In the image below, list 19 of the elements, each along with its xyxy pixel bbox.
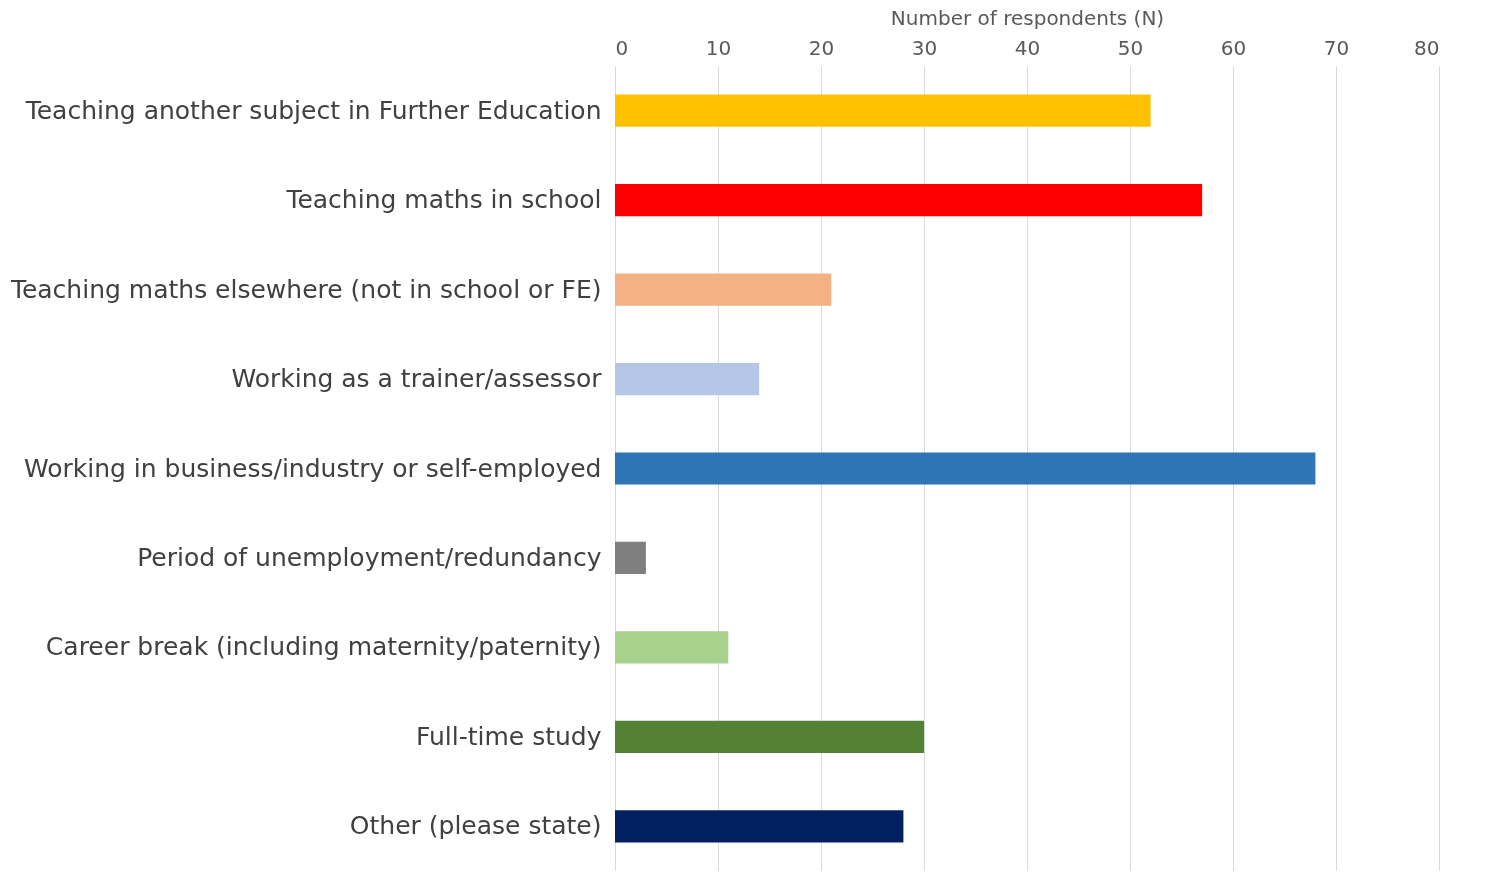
y-tick-label: Working in business/industry or self-employed [23, 453, 602, 483]
x-tick-label: 60 [1220, 35, 1247, 60]
x-tick-label: 80 [1414, 35, 1440, 60]
x-axis-title: Number of respondents (N) [890, 5, 1165, 30]
x-tick-label: 0 [615, 35, 629, 60]
x-tick-label: 70 [1323, 35, 1350, 60]
y-tick-label: Period of unemployment/redundancy [137, 542, 602, 572]
y-tick-label: Teaching maths in school [285, 185, 602, 215]
y-tick-label: Career break (including maternity/paternity) [45, 632, 602, 662]
x-tick-label: 10 [705, 35, 732, 60]
y-tick-label: Teaching another subject in Further Education [24, 95, 602, 125]
y-tick-label: Other (please state) [349, 811, 602, 841]
y-tick-label: Teaching maths elsewhere (not in school or FE) [9, 274, 602, 304]
x-tick-label: 50 [1117, 35, 1144, 60]
x-tick-label: 40 [1014, 35, 1041, 60]
x-tick-label: 30 [911, 35, 938, 60]
x-tick-label: 20 [808, 35, 835, 60]
y-tick-label: Full-time study [415, 721, 602, 751]
y-tick-label: Working as a trainer/assessor [231, 364, 603, 394]
